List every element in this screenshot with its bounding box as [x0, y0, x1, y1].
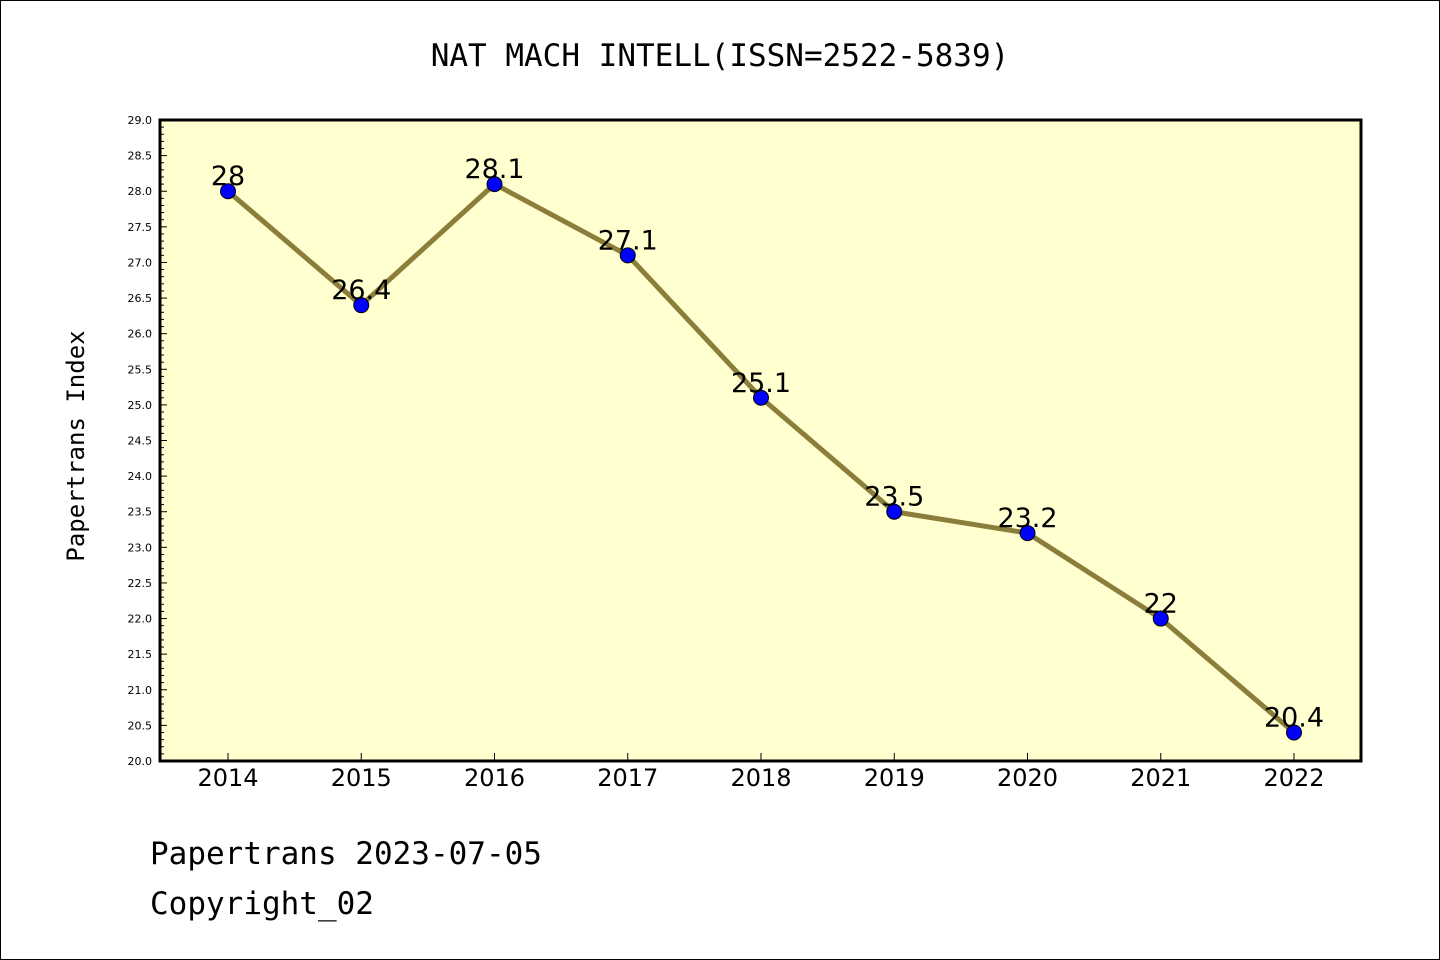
plot-area	[158, 118, 1363, 763]
data-point-marker	[886, 503, 903, 520]
x-tick-label: 2015	[331, 764, 392, 792]
y-tick-label: 20.5	[128, 719, 153, 732]
data-label: 23.2	[997, 503, 1057, 534]
data-label: 26.4	[331, 275, 391, 306]
series-markers	[220, 176, 1302, 741]
y-tick-label: 26.0	[128, 328, 153, 341]
y-tick-label: 21.5	[128, 648, 153, 661]
data-point-marker	[1019, 525, 1036, 542]
footer-date: Papertrans 2023-07-05	[150, 836, 542, 872]
y-tick-label: 26.5	[128, 292, 153, 305]
y-tick-label: 22.0	[128, 613, 153, 626]
data-point-marker	[1152, 610, 1169, 627]
data-point-marker	[753, 389, 769, 406]
data-label: 28	[211, 161, 245, 192]
data-point-marker	[619, 247, 636, 264]
x-tick-label: 2022	[1263, 764, 1324, 792]
footer-copyright: Copyright_02	[150, 886, 374, 922]
y-tick-label: 25.0	[128, 399, 153, 412]
data-label: 25.1	[731, 368, 791, 399]
x-axis-ticks: 2014 2015 2016 2017 2018 2019 2020 2021 2022	[197, 753, 1325, 792]
data-point-marker	[353, 297, 370, 314]
chart-title: NAT MACH INTELL(ISSN=2522-5839)	[431, 38, 1010, 74]
data-point-marker	[220, 183, 236, 200]
y-tick-label: 23.0	[128, 541, 153, 554]
y-tick-label: 21.0	[128, 684, 153, 697]
x-tick-label: 2021	[1130, 764, 1191, 792]
y-tick-label: 25.5	[128, 363, 153, 376]
data-label: 23.5	[864, 482, 924, 513]
data-label: 27.1	[598, 225, 658, 256]
y-tick-label: 23.5	[128, 506, 153, 519]
y-tick-label: 27.0	[128, 256, 153, 269]
y-axis-label: Papertrans Index	[62, 330, 90, 561]
x-tick-label: 2019	[864, 764, 925, 792]
y-tick-label: 22.5	[128, 577, 153, 590]
data-labels: 28 26.4 28.1 27.1 25.1 23.5 23.2 22 20.4	[211, 154, 1324, 733]
x-tick-label: 2018	[730, 764, 791, 792]
data-label: 28.1	[464, 154, 524, 185]
data-label: 22	[1144, 589, 1178, 620]
x-tick-label: 2020	[997, 764, 1058, 792]
data-point-marker	[486, 176, 503, 193]
y-tick-label: 24.0	[128, 470, 153, 483]
x-tick-label: 2014	[197, 764, 258, 792]
y-tick-label: 20.0	[128, 755, 153, 768]
y-tick-label: 28.5	[128, 150, 153, 163]
x-tick-label: 2016	[464, 764, 525, 792]
y-tick-label: 28.0	[128, 185, 153, 198]
y-axis-ticks: 20.0 20.5 21.0 21.5 22.0 22.5 23.0 23.5 24.0 24.5…	[128, 114, 167, 768]
data-point-marker	[1286, 724, 1302, 741]
x-tick-label: 2017	[597, 764, 658, 792]
y-tick-label: 27.5	[128, 221, 153, 234]
data-label: 20.4	[1264, 703, 1324, 734]
y-tick-label: 24.5	[128, 435, 153, 448]
y-tick-label: 29.0	[128, 114, 153, 127]
